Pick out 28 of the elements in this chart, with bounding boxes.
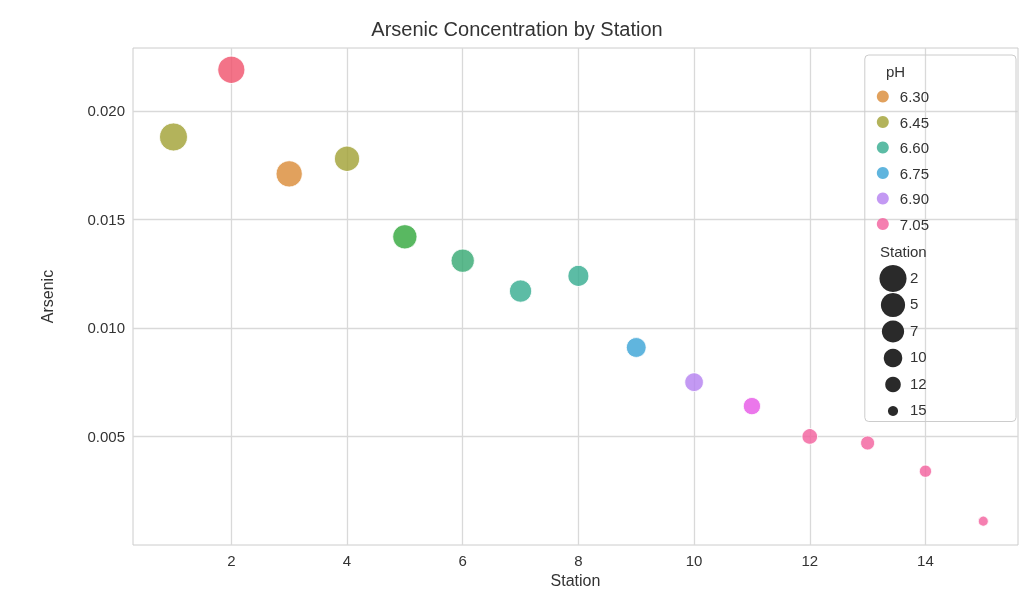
x-axis-title: Station	[550, 572, 601, 590]
legend-label: 5	[910, 295, 919, 312]
legend-label: 7	[910, 321, 919, 339]
legend-title: pH	[886, 63, 906, 80]
legend-label: 12	[910, 374, 927, 392]
y-tick-label: 0.010	[87, 319, 125, 337]
legend-label: 6.90	[899, 190, 930, 207]
legend-label: 2	[910, 268, 919, 286]
x-tick-label: 8	[574, 552, 583, 569]
legend-label: 6.45	[899, 113, 930, 131]
x-tick-label: 4	[342, 552, 352, 569]
legend-label: 10	[910, 348, 927, 365]
legend-label: 6.60	[899, 139, 930, 156]
x-tick-label: 12	[801, 552, 819, 569]
annotation: Station	[880, 243, 927, 260]
legend-label: 7.05	[899, 215, 930, 233]
y-tick-label: 0.015	[87, 210, 125, 228]
x-tick-label: 10	[685, 552, 703, 569]
y-tick-label: 0.005	[87, 427, 125, 445]
y-axis-title: Arsenic	[38, 269, 56, 324]
legend-label: 6.75	[899, 164, 930, 182]
legend-label: 6.30	[899, 88, 930, 105]
legend-label: 15	[910, 401, 927, 418]
chart-title: Arsenic Concentration by Station	[371, 18, 663, 40]
x-tick-label: 14	[917, 552, 934, 569]
y-tick-label: 0.020	[87, 102, 125, 120]
x-tick-label: 6	[458, 552, 467, 569]
x-tick-label: 2	[227, 552, 236, 569]
